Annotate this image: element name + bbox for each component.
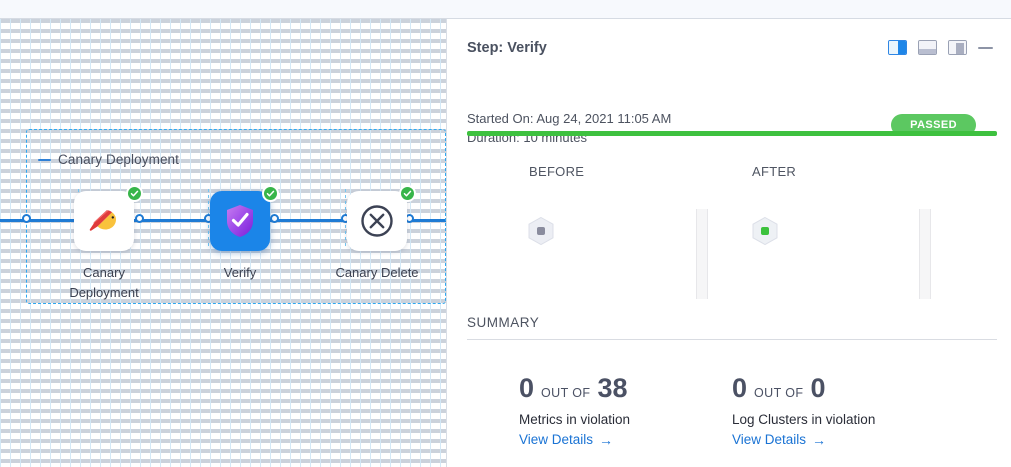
- minimize-icon[interactable]: [978, 46, 993, 49]
- view-details-label: View Details: [519, 432, 594, 447]
- view-details-label: View Details: [732, 432, 807, 447]
- circle-x-icon: [361, 205, 393, 237]
- hexagon-node-success-icon[interactable]: [750, 216, 780, 246]
- minus-icon[interactable]: [38, 158, 51, 161]
- shield-check-icon: [227, 205, 253, 237]
- stat-total: 0: [810, 373, 826, 403]
- status-badge: PASSED: [891, 114, 976, 136]
- arrow-right-icon: →: [599, 431, 614, 448]
- status-badge-success: [262, 185, 279, 202]
- arrow-right-icon: →: [812, 431, 827, 448]
- summary-stat-metrics: 0 OUT OF 38 Metrics in violation View De…: [519, 373, 631, 448]
- top-bar: [0, 0, 1011, 18]
- started-on-text: Started On: Aug 24, 2021 11:05 AM: [467, 111, 672, 126]
- connector-knob[interactable]: [135, 214, 144, 223]
- stage-group-title: Canary Deployment: [58, 152, 180, 167]
- stat-description: Metrics in violation: [519, 412, 631, 427]
- stat-value: 0: [732, 373, 748, 403]
- hexagon-node-idle-icon[interactable]: [526, 216, 556, 246]
- right-pane-icon[interactable]: [948, 40, 967, 55]
- view-details-link[interactable]: View Details →: [519, 432, 630, 447]
- status-badge-success: [399, 185, 416, 202]
- progress-bar: [467, 131, 997, 136]
- step-detail-panel: Step: Verify Started On: Aug 24, 2021 11…: [447, 19, 1011, 467]
- stat-connector: OUT OF: [754, 386, 804, 400]
- pipeline-node-label: Verify: [223, 265, 257, 280]
- stat-description: Log Clusters in violation: [732, 412, 876, 427]
- split-top-bottom-icon[interactable]: [918, 40, 937, 55]
- pipeline-node-canary-deployment[interactable]: [74, 185, 143, 251]
- stat-connector: OUT OF: [541, 386, 591, 400]
- pipeline-node-verify[interactable]: [210, 185, 279, 251]
- execution-meta: Started On: Aug 24, 2021 11:05 AM Durati…: [467, 109, 671, 147]
- summary-stat-log-clusters: 0 OUT OF 0 Log Clusters in violation Vie…: [732, 373, 876, 448]
- after-label: AFTER: [752, 164, 797, 179]
- connector-knob[interactable]: [22, 214, 31, 223]
- canary-bird-icon: [89, 210, 116, 231]
- before-label: BEFORE: [529, 164, 585, 179]
- stat-value: 0: [519, 373, 535, 403]
- panel-title: Step: Verify: [467, 40, 547, 56]
- top-bar-divider: [0, 18, 1011, 19]
- pipeline-canvas[interactable]: Canary Deployment Canary Deployment: [0, 19, 447, 467]
- pipeline-node-label: Canary Deployment: [69, 265, 139, 300]
- comparison-column-placeholder: [696, 209, 708, 299]
- pipeline-node-label: Canary Delete: [335, 265, 419, 280]
- stage-group-header[interactable]: Canary Deployment: [38, 152, 179, 167]
- summary-heading: SUMMARY: [467, 315, 540, 330]
- split-left-right-icon[interactable]: [888, 40, 907, 55]
- connector-knob[interactable]: [270, 214, 279, 223]
- canvas-panel-divider: [446, 19, 447, 467]
- panel-layout-controls: [888, 40, 993, 55]
- pipeline-node-canary-delete[interactable]: [347, 185, 416, 251]
- comparison-column-placeholder: [919, 209, 931, 299]
- summary-divider: [467, 339, 997, 340]
- view-details-link[interactable]: View Details →: [732, 432, 875, 447]
- status-badge-success: [126, 185, 143, 202]
- stat-total: 38: [597, 373, 628, 403]
